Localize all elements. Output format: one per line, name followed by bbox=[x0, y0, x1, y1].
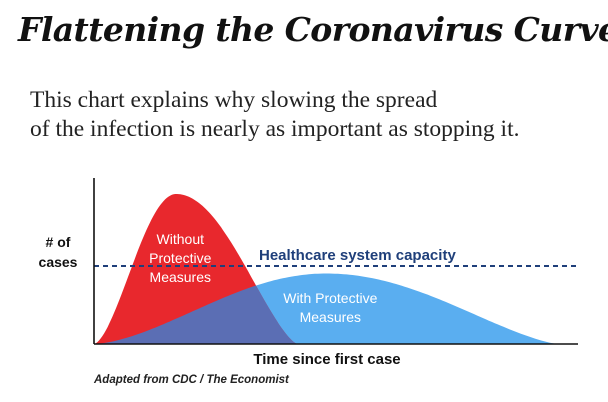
subtitle-line-2: of the infection is nearly as important … bbox=[30, 116, 520, 142]
y-axis-label-2: cases bbox=[39, 254, 78, 270]
subtitle-line-1: This chart explains why slowing the spre… bbox=[30, 87, 438, 113]
series-label-without-1: Without bbox=[157, 231, 205, 247]
series-label-with-2: Measures bbox=[300, 309, 361, 325]
x-axis-label: Time since first case bbox=[253, 351, 400, 368]
capacity-label: Healthcare system capacity bbox=[259, 247, 456, 264]
source-credit: Adapted from CDC / The Economist bbox=[94, 374, 289, 386]
chart-subtitle: This chart explains why slowing the spre… bbox=[30, 86, 590, 144]
chart-title: Flattening the Coronavirus Curve bbox=[18, 10, 608, 49]
series-label-without-2: Protective bbox=[149, 250, 211, 266]
y-axis-label-1: # of bbox=[46, 234, 71, 250]
series-label-without-3: Measures bbox=[150, 269, 211, 285]
series-label-with-1: With Protective bbox=[283, 290, 377, 306]
